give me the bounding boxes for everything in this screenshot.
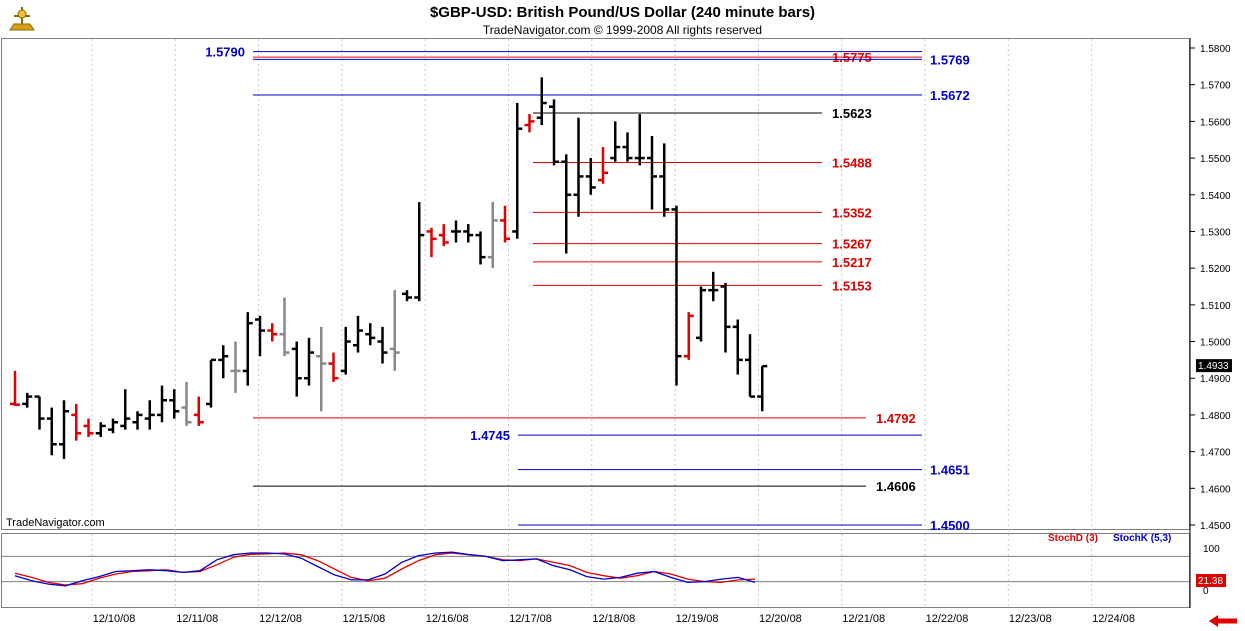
y-tick-label: 1.5400 [1200, 191, 1231, 202]
x-tick-label: 12/12/08 [259, 613, 302, 625]
x-tick-label: 12/18/08 [592, 613, 635, 625]
level-label: 1.4792 [876, 411, 916, 426]
level-label: 1.5217 [832, 255, 872, 270]
x-tick-label: 12/24/08 [1092, 613, 1135, 625]
stoch-plot-frame [1, 533, 1190, 608]
vertical-gridlines [91, 39, 1093, 606]
x-tick-label: 12/15/08 [342, 613, 385, 625]
x-tick-label: 12/21/08 [842, 613, 885, 625]
level-label: 1.5790 [205, 45, 245, 60]
chart-title: $GBP-USD: British Pound/US Dollar (240 m… [429, 4, 816, 21]
stoch-tick-label: 0 [1203, 586, 1209, 597]
sextant-logo-icon [9, 7, 35, 31]
level-label: 1.4651 [930, 463, 970, 478]
stochastic-panel: 100 021.38 [2, 544, 1226, 597]
watermark: TradeNavigator.com [6, 517, 105, 529]
level-label: 1.5153 [832, 278, 872, 293]
level-label: 1.4500 [930, 518, 970, 533]
price-axis: 1.4500 1.4600 1.4700 1.4800 1.4900 1.5000 1.51… [1190, 44, 1232, 532]
x-tick-label: 12/23/08 [1009, 613, 1052, 625]
x-tick-label: 12/10/08 [93, 613, 136, 625]
x-tick-label: 12/16/08 [426, 613, 469, 625]
last-stoch-badge [1196, 574, 1226, 588]
level-label: 1.5775 [832, 50, 872, 65]
x-tick-label: 12/20/08 [759, 613, 802, 625]
y-tick-label: 1.4800 [1200, 411, 1231, 422]
stochd-line [14, 552, 756, 586]
level-label: 1.5672 [930, 88, 970, 103]
x-tick-label: 12/19/08 [676, 613, 719, 625]
level-label: 1.4745 [470, 428, 510, 443]
y-tick-label: 1.4500 [1200, 521, 1231, 532]
chart-subtitle: TradeNavigator.com © 1999-2008 All right… [482, 23, 763, 37]
level-label: 1.5623 [832, 106, 872, 121]
stoch-tick-label: 100 [1203, 544, 1220, 555]
level-lines: 1.5790 1.5775 1.5769 1.5672 1.5623 1.5488 1.53… [205, 45, 970, 533]
stochk-line [14, 551, 756, 587]
scroll-left-arrow-icon[interactable] [1208, 614, 1238, 628]
y-tick-label: 1.4900 [1200, 374, 1231, 385]
y-tick-label: 1.5100 [1200, 301, 1231, 312]
y-tick-label: 1.4700 [1200, 448, 1231, 459]
y-tick-label: 1.5800 [1200, 44, 1231, 55]
legend-stochd: StochD (3) [1048, 533, 1098, 544]
legend-stochk: StochK (5,3) [1113, 533, 1172, 544]
level-label: 1.5267 [832, 237, 872, 252]
x-tick-label: 12/22/08 [926, 613, 969, 625]
last-price-badge [1196, 359, 1232, 373]
y-tick-label: 1.5200 [1200, 264, 1231, 275]
y-tick-label: 1.5300 [1200, 227, 1231, 238]
x-tick-label: 12/11/08 [176, 613, 218, 625]
level-label: 1.5488 [832, 155, 872, 170]
y-tick-label: 1.5000 [1200, 338, 1231, 349]
level-label: 1.4606 [876, 479, 916, 494]
price-plot-frame [1, 38, 1190, 530]
y-tick-label: 1.5700 [1200, 81, 1231, 92]
y-tick-label: 1.5600 [1200, 117, 1231, 128]
last-stoch-label: 21.38 [1198, 576, 1223, 587]
level-label: 1.5352 [832, 205, 872, 220]
level-label: 1.5769 [930, 52, 970, 67]
price-bars [10, 77, 768, 459]
date-axis: 12/10/08 12/11/08 12/12/08 12/15/08 12/16/08… [93, 613, 1135, 625]
y-tick-label: 1.4600 [1200, 484, 1231, 495]
last-price-label: 1.4933 [1198, 361, 1229, 372]
y-tick-label: 1.5500 [1200, 154, 1231, 165]
x-tick-label: 12/17/08 [509, 613, 552, 625]
